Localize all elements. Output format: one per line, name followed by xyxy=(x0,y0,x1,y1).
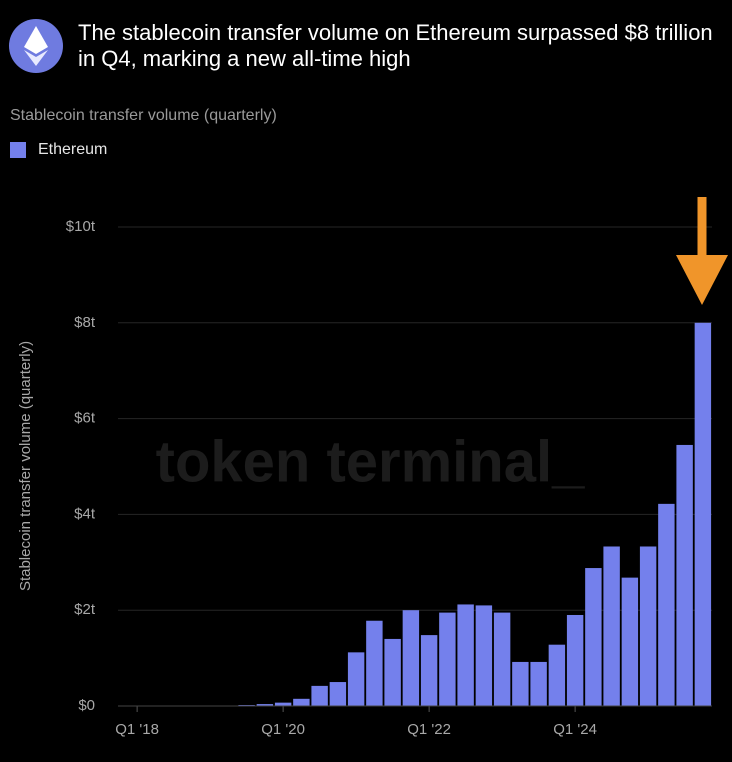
legend-swatch xyxy=(10,142,26,158)
y-tick-label: $6t xyxy=(74,410,96,427)
watermark: token terminal_ xyxy=(156,429,585,494)
y-tick-label: $10t xyxy=(66,218,96,235)
bar xyxy=(402,610,420,706)
bar xyxy=(512,661,529,706)
bar xyxy=(603,546,620,706)
bar xyxy=(621,577,639,706)
bar xyxy=(548,644,566,706)
bar xyxy=(694,322,712,706)
y-tick-label: $8t xyxy=(74,314,96,331)
bar xyxy=(566,614,584,706)
bar xyxy=(420,635,438,706)
ethereum-logo xyxy=(9,19,63,73)
y-tick-label: $2t xyxy=(74,601,96,618)
chart-title: The stablecoin transfer volume on Ethere… xyxy=(78,20,713,71)
bar xyxy=(585,568,602,706)
y-tick-label: $4t xyxy=(74,505,96,522)
bar xyxy=(329,682,347,706)
bar xyxy=(256,704,274,706)
bar xyxy=(639,546,657,706)
bar xyxy=(347,652,365,706)
chart-subtitle: Stablecoin transfer volume (quarterly) xyxy=(10,107,277,124)
bar xyxy=(311,685,328,706)
arrow-head xyxy=(676,255,728,305)
bar xyxy=(366,620,383,706)
y-axis-label: Stablecoin transfer volume (quarterly) xyxy=(17,341,34,591)
bar xyxy=(493,612,511,706)
legend: Ethereum xyxy=(10,141,107,159)
bar xyxy=(676,444,693,706)
bar xyxy=(475,605,493,706)
legend-label: Ethereum xyxy=(38,141,108,158)
bar xyxy=(384,638,401,706)
x-tick-label: Q1 '20 xyxy=(261,721,305,738)
bar xyxy=(293,698,310,706)
x-tick-label: Q1 '22 xyxy=(407,721,451,738)
x-tick-label: Q1 '24 xyxy=(553,721,597,738)
bar xyxy=(658,503,675,706)
y-tick-label: $0 xyxy=(78,697,95,714)
bar xyxy=(274,702,292,706)
bar xyxy=(530,661,547,706)
x-tick-label: Q1 '18 xyxy=(115,721,159,738)
bar xyxy=(457,604,474,706)
bar xyxy=(439,612,456,706)
